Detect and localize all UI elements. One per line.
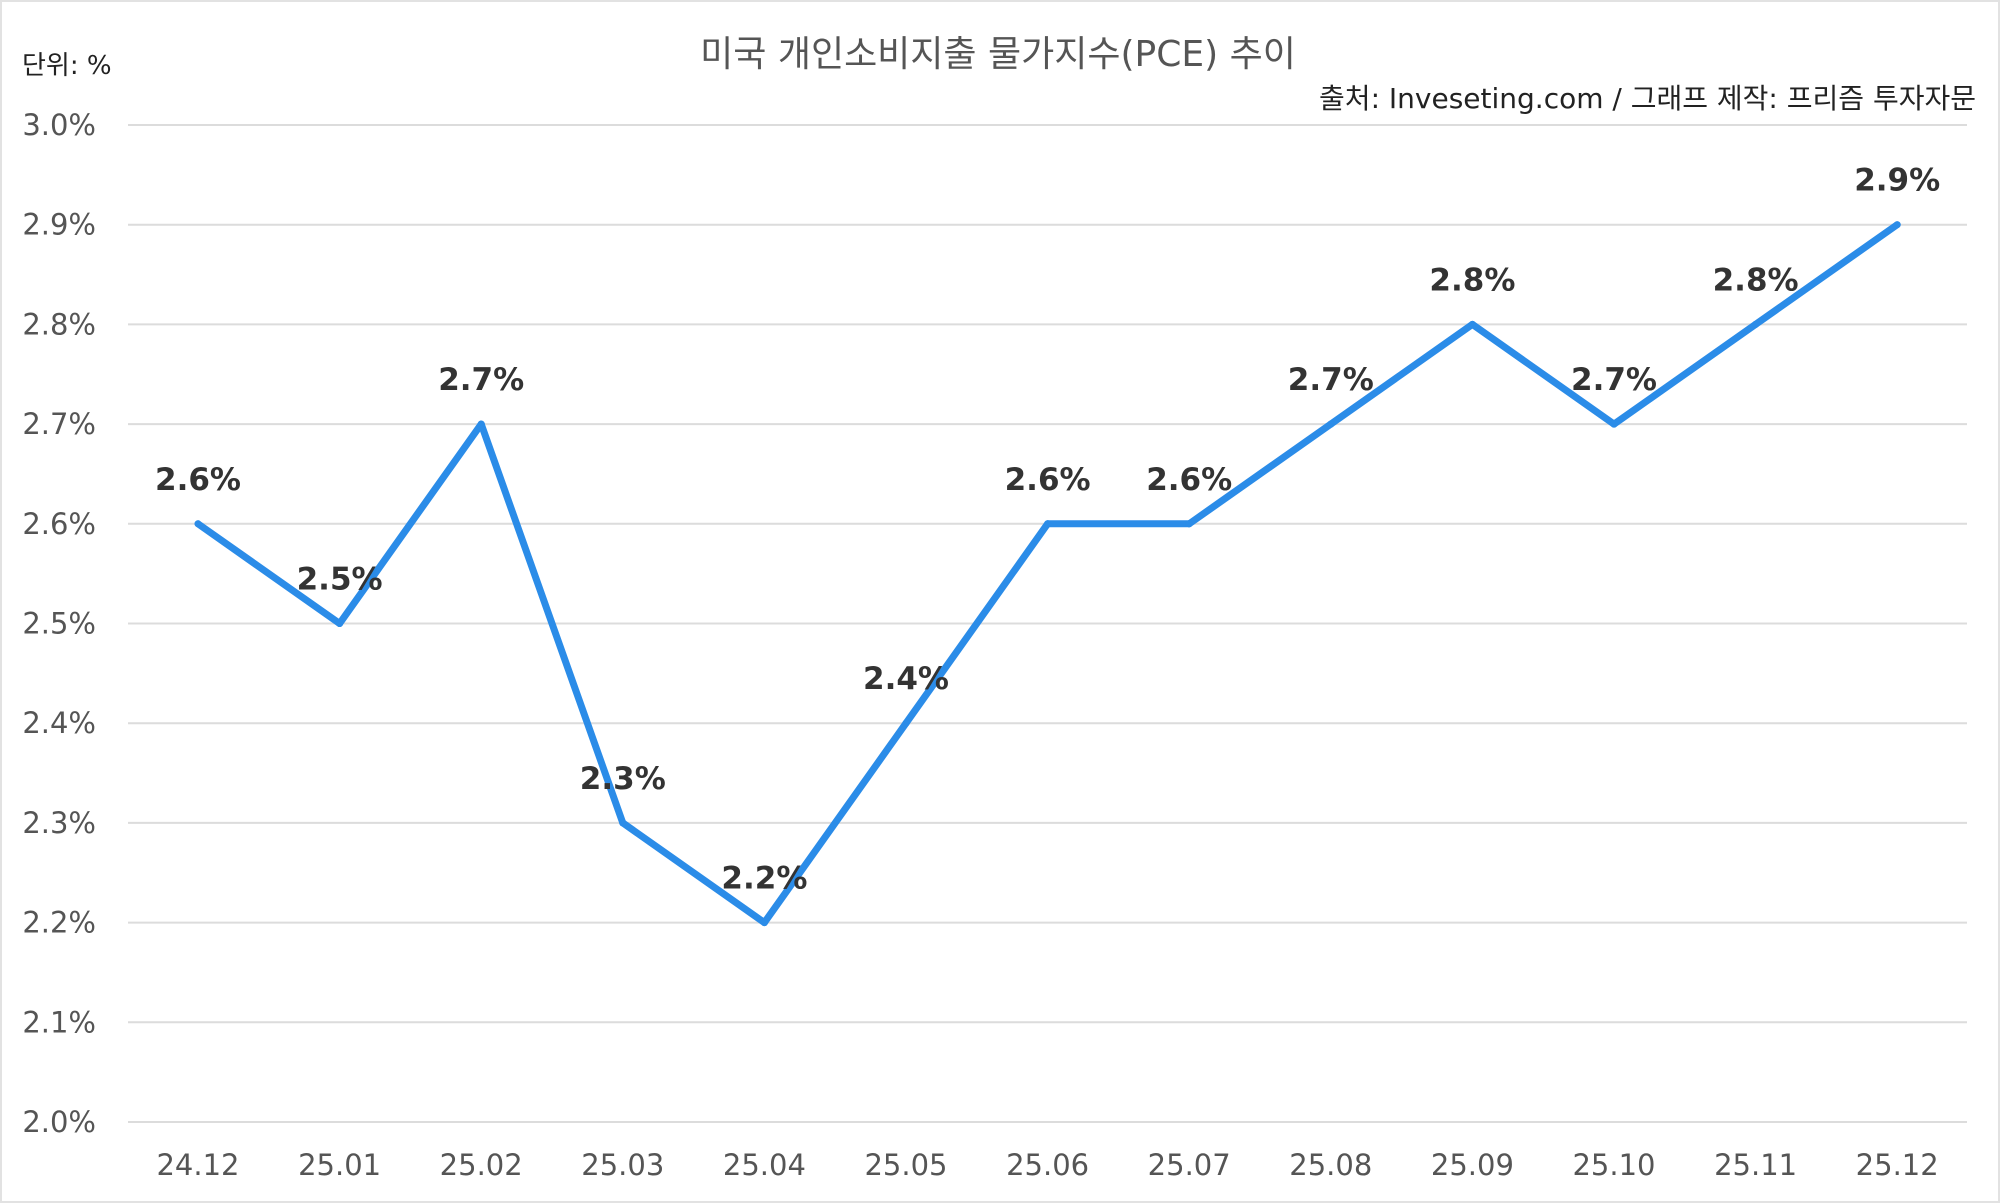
series-line-segment (1752, 221, 1901, 328)
data-point (1327, 420, 1335, 428)
series-line-segment (336, 420, 485, 627)
data-label: 2.7% (1571, 362, 1657, 398)
y-tick-label: 2.3% (22, 806, 96, 840)
data-point (1185, 520, 1193, 528)
data-point (336, 620, 344, 627)
y-tick-label: 2.4% (22, 706, 96, 740)
series-line-segment (1185, 420, 1335, 528)
data-point (902, 719, 910, 727)
x-tick-label: 25.06 (1006, 1148, 1089, 1182)
y-tick-label: 2.8% (22, 307, 96, 341)
x-tick-label: 25.02 (440, 1148, 523, 1182)
x-tick-label: 25.03 (581, 1148, 664, 1182)
data-point (1610, 420, 1618, 428)
series-line-segment (1468, 320, 1618, 428)
data-label: 2.3% (580, 761, 666, 797)
unit-label: 단위: % (22, 51, 112, 81)
data-label: 2.8% (1713, 262, 1799, 298)
y-tick-label: 2.1% (22, 1005, 96, 1039)
y-tick-label: 2.6% (22, 507, 96, 541)
y-tick-label: 2.9% (22, 208, 96, 242)
x-tick-label: 25.08 (1289, 1148, 1372, 1182)
data-label: 2.5% (297, 562, 383, 598)
data-label: 2.4% (863, 661, 949, 697)
series-line-segment (194, 520, 344, 627)
x-tick-label: 25.12 (1856, 1148, 1939, 1182)
x-tick-label: 25.11 (1714, 1148, 1797, 1182)
data-point (1468, 320, 1476, 328)
x-tick-label: 24.12 (156, 1148, 239, 1182)
data-point (1044, 520, 1052, 528)
data-point (619, 819, 627, 827)
data-label: 2.6% (1146, 462, 1232, 498)
data-label: 2.7% (1288, 362, 1374, 398)
y-tick-label: 2.5% (22, 607, 96, 641)
series-line-segment (902, 520, 1052, 727)
series-line-segment (1327, 320, 1476, 428)
chart-title: 미국 개인소비지출 물가지수(PCE) 추이 (700, 34, 1296, 75)
data-label: 2.6% (155, 462, 241, 498)
x-tick-label: 25.10 (1572, 1148, 1655, 1182)
series-line-segment (1610, 320, 1760, 428)
x-tick-label: 25.01 (298, 1148, 381, 1182)
data-point (477, 420, 485, 428)
data-point (1893, 221, 1901, 229)
data-label: 2.2% (721, 861, 807, 897)
x-tick-label: 25.05 (864, 1148, 947, 1182)
y-tick-label: 2.0% (22, 1105, 96, 1139)
data-label: 2.9% (1854, 163, 1940, 199)
data-label: 2.6% (1005, 462, 1091, 498)
data-point (760, 919, 768, 927)
y-tick-label: 2.2% (22, 906, 96, 940)
series-line-segment (619, 819, 768, 927)
data-point (1752, 320, 1760, 328)
data-point (194, 520, 202, 528)
series-line-segment (760, 719, 910, 927)
y-tick-label: 3.0% (22, 108, 96, 142)
y-tick-label: 2.7% (22, 407, 96, 441)
x-tick-label: 25.09 (1431, 1148, 1514, 1182)
data-label: 2.7% (438, 362, 524, 398)
x-tick-label: 25.04 (723, 1148, 806, 1182)
data-label: 2.8% (1429, 262, 1515, 298)
source-label: 출처: Inveseting.com / 그래프 제작: 프리즘 투자자문 (1319, 82, 1976, 115)
x-tick-label: 25.07 (1148, 1148, 1231, 1182)
series-line-segment (477, 420, 627, 827)
